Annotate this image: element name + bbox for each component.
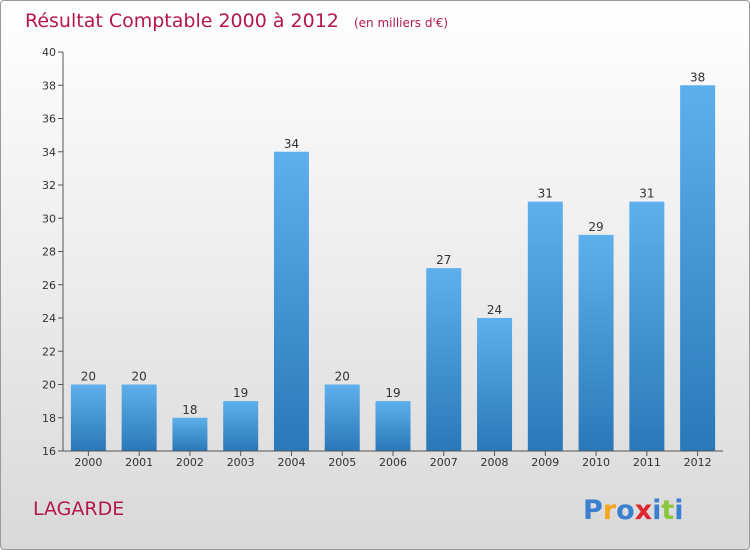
bar-value-label: 19 [233, 386, 248, 400]
bar [324, 384, 360, 451]
x-tick-label: 2000 [74, 456, 102, 469]
bar-value-label: 38 [690, 70, 705, 84]
bar [426, 268, 462, 451]
y-tick-label: 24 [42, 312, 56, 325]
y-tick-label: 20 [42, 379, 56, 392]
x-tick-label: 2010 [582, 456, 610, 469]
y-tick-label: 40 [42, 46, 56, 59]
x-tick-label: 2006 [379, 456, 407, 469]
bar [629, 201, 665, 451]
place-name: LAGARDE [33, 498, 124, 520]
y-tick-label: 22 [42, 345, 56, 358]
x-tick-label: 2002 [176, 456, 204, 469]
bar-value-label: 20 [132, 370, 147, 384]
x-tick-label: 2009 [531, 456, 559, 469]
bar [223, 401, 259, 451]
x-tick-label: 2001 [125, 456, 153, 469]
y-tick-label: 16 [42, 445, 56, 458]
bars-layer: 20 20 18 19 34 20 19 27 24 31 29 31 38 [70, 70, 716, 451]
x-tick-label: 2004 [277, 456, 305, 469]
bar [477, 318, 513, 451]
y-tick-label: 36 [42, 113, 56, 126]
y-tick-label: 26 [42, 279, 56, 292]
bar-value-label: 20 [335, 370, 350, 384]
bar-value-label: 29 [588, 220, 603, 234]
bar-value-label: 18 [182, 403, 197, 417]
x-tick-label: 2003 [227, 456, 255, 469]
y-tick-label: 34 [42, 146, 56, 159]
bar [121, 384, 157, 451]
x-tick-label: 2007 [430, 456, 458, 469]
bar-value-label: 20 [81, 370, 96, 384]
axes-layer: 16 18 20 22 24 26 28 30 32 34 36 38 40 2000 2001 2002 20… [42, 46, 723, 469]
bar-value-label: 24 [487, 303, 502, 317]
bar-value-label: 34 [284, 137, 299, 151]
bar-value-label: 31 [639, 187, 654, 201]
bar [578, 234, 614, 451]
y-tick-label: 18 [42, 412, 56, 425]
x-tick-label: 2011 [633, 456, 661, 469]
x-tick-label: 2012 [684, 456, 712, 469]
y-tick-label: 38 [42, 79, 56, 92]
bar-value-label: 31 [538, 187, 553, 201]
chart-title-main: Résultat Comptable 2000 à 2012 [25, 10, 339, 32]
y-tick-label: 28 [42, 246, 56, 259]
chart-title-unit: (en milliers d'€) [354, 16, 448, 30]
y-tick-label: 30 [42, 212, 56, 225]
bar [172, 417, 208, 451]
bar [70, 384, 106, 451]
bar-value-label: 19 [385, 386, 400, 400]
bar [375, 401, 411, 451]
x-tick-label: 2008 [481, 456, 509, 469]
bar [527, 201, 563, 451]
bar [680, 85, 716, 451]
y-tick-label: 32 [42, 179, 56, 192]
x-tick-label: 2005 [328, 456, 356, 469]
chart-title: Résultat Comptable 2000 à 2012 (en milli… [25, 10, 448, 32]
bar [273, 151, 309, 451]
proxiti-logo: Proxiti [583, 495, 684, 526]
bar-value-label: 27 [436, 253, 451, 267]
